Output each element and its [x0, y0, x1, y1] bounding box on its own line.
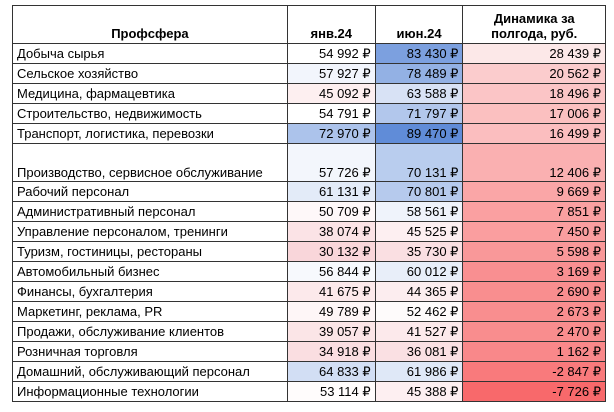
value-cell: 44 365 ₽: [374, 281, 464, 302]
value-cell: 41 527 ₽: [374, 321, 464, 342]
category-cell: Маркетинг, реклама, PR: [12, 301, 288, 322]
category-cell: Туризм, гостиницы, рестораны: [12, 241, 288, 262]
table-body: Добыча сырья 54 992 ₽83 430 ₽28 439 ₽ Сель…: [12, 43, 606, 402]
salary-table: Профсфера янв.24 июн.24 Динамика за полгода…: [12, 5, 606, 402]
value-cell: 34 918 ₽: [286, 341, 376, 362]
value-cell: 45 525 ₽: [374, 221, 464, 242]
value-cell: 12 406 ₽: [462, 143, 606, 182]
category-cell: Продажи, обслуживание клиентов: [12, 321, 288, 342]
value-cell: 7 851 ₽: [462, 201, 606, 222]
value-cell: 83 430 ₽: [374, 43, 464, 64]
value-cell: 54 992 ₽: [286, 43, 376, 64]
value-cell: 70 131 ₽: [374, 143, 464, 182]
value-cell: 7 450 ₽: [462, 221, 606, 242]
value-cell: 18 496 ₽: [462, 83, 606, 104]
category-cell: Административный персонал: [12, 201, 288, 222]
value-cell: 61 131 ₽: [286, 181, 376, 202]
value-cell: 71 797 ₽: [374, 103, 464, 124]
table-row: Финансы, бухгалтерия 41 675 ₽44 365 ₽2 69…: [12, 281, 606, 302]
category-cell: Рабочий персонал: [12, 181, 288, 202]
value-cell: 30 132 ₽: [286, 241, 376, 262]
value-cell: 61 986 ₽: [374, 361, 464, 382]
table-row: Управление персоналом, тренинги 38 074 ₽4…: [12, 221, 606, 242]
category-cell: Домашний, обслуживающий персонал: [12, 361, 288, 382]
table-row: Административный персонал 50 709 ₽58 561 …: [12, 201, 606, 222]
category-cell: Строительство, недвижимость: [12, 103, 288, 124]
table-row: Производство, сервисное обслуживание 57 7…: [12, 143, 606, 182]
value-cell: 41 675 ₽: [286, 281, 376, 302]
value-cell: 2 690 ₽: [462, 281, 606, 302]
value-cell: 20 562 ₽: [462, 63, 606, 84]
table-row: Продажи, обслуживание клиентов 39 057 ₽41…: [12, 321, 606, 342]
value-cell: 9 669 ₽: [462, 181, 606, 202]
category-cell: Добыча сырья: [12, 43, 288, 64]
table-row: Информационные технологии 53 114 ₽45 388 …: [12, 381, 606, 402]
value-cell: 38 074 ₽: [286, 221, 376, 242]
value-cell: 17 006 ₽: [462, 103, 606, 124]
category-cell: Автомобильный бизнес: [12, 261, 288, 282]
header-cell: янв.24: [286, 5, 376, 44]
value-cell: 89 470 ₽: [374, 123, 464, 144]
value-cell: 2 470 ₽: [462, 321, 606, 342]
category-cell: Финансы, бухгалтерия: [12, 281, 288, 302]
value-cell: 78 489 ₽: [374, 63, 464, 84]
value-cell: 53 114 ₽: [286, 381, 376, 402]
table-row: Транспорт, логистика, перевозки 72 970 ₽8…: [12, 123, 606, 144]
value-cell: 54 791 ₽: [286, 103, 376, 124]
table-row: Добыча сырья 54 992 ₽83 430 ₽28 439 ₽: [12, 43, 606, 64]
table-row: Сельское хозяйство 57 927 ₽78 489 ₽20 562…: [12, 63, 606, 84]
category-cell: Транспорт, логистика, перевозки: [12, 123, 288, 144]
value-cell: 56 844 ₽: [286, 261, 376, 282]
value-cell: 57 726 ₽: [286, 143, 376, 182]
category-cell: Информационные технологии: [12, 381, 288, 402]
value-cell: -2 847 ₽: [462, 361, 606, 382]
value-cell: 58 561 ₽: [374, 201, 464, 222]
category-cell: Управление персоналом, тренинги: [12, 221, 288, 242]
table-row: Розничная торговля 34 918 ₽36 081 ₽1 162 …: [12, 341, 606, 362]
table-row: Автомобильный бизнес 56 844 ₽60 012 ₽3 16…: [12, 261, 606, 282]
value-cell: -7 726 ₽: [462, 381, 606, 402]
table-row: Медицина, фармацевтика 45 092 ₽63 588 ₽18…: [12, 83, 606, 104]
value-cell: 72 970 ₽: [286, 123, 376, 144]
value-cell: 64 833 ₽: [286, 361, 376, 382]
value-cell: 49 789 ₽: [286, 301, 376, 322]
value-cell: 3 169 ₽: [462, 261, 606, 282]
value-cell: 52 462 ₽: [374, 301, 464, 322]
table-row: Туризм, гостиницы, рестораны 30 132 ₽35 7…: [12, 241, 606, 262]
value-cell: 35 730 ₽: [374, 241, 464, 262]
category-cell: Медицина, фармацевтика: [12, 83, 288, 104]
header-cell: Динамика за полгода, руб.: [462, 5, 606, 44]
table-row: Рабочий персонал 61 131 ₽70 801 ₽9 669 ₽: [12, 181, 606, 202]
value-cell: 5 598 ₽: [462, 241, 606, 262]
value-cell: 39 057 ₽: [286, 321, 376, 342]
value-cell: 57 927 ₽: [286, 63, 376, 84]
header-row: Профсфера янв.24 июн.24 Динамика за полгода…: [12, 5, 606, 44]
category-cell: Сельское хозяйство: [12, 63, 288, 84]
value-cell: 16 499 ₽: [462, 123, 606, 144]
value-cell: 2 673 ₽: [462, 301, 606, 322]
category-cell: Розничная торговля: [12, 341, 288, 362]
table-row: Маркетинг, реклама, PR 49 789 ₽52 462 ₽2 …: [12, 301, 606, 322]
value-cell: 50 709 ₽: [286, 201, 376, 222]
header-cell: Профсфера: [12, 5, 288, 44]
value-cell: 70 801 ₽: [374, 181, 464, 202]
value-cell: 28 439 ₽: [462, 43, 606, 64]
table-row: Домашний, обслуживающий персонал 64 833 ₽…: [12, 361, 606, 382]
value-cell: 36 081 ₽: [374, 341, 464, 362]
value-cell: 45 092 ₽: [286, 83, 376, 104]
table-row: Строительство, недвижимость 54 791 ₽71 79…: [12, 103, 606, 124]
value-cell: 1 162 ₽: [462, 341, 606, 362]
header-cell: июн.24: [374, 5, 464, 44]
value-cell: 63 588 ₽: [374, 83, 464, 104]
category-cell: Производство, сервисное обслуживание: [12, 143, 288, 182]
value-cell: 45 388 ₽: [374, 381, 464, 402]
value-cell: 60 012 ₽: [374, 261, 464, 282]
